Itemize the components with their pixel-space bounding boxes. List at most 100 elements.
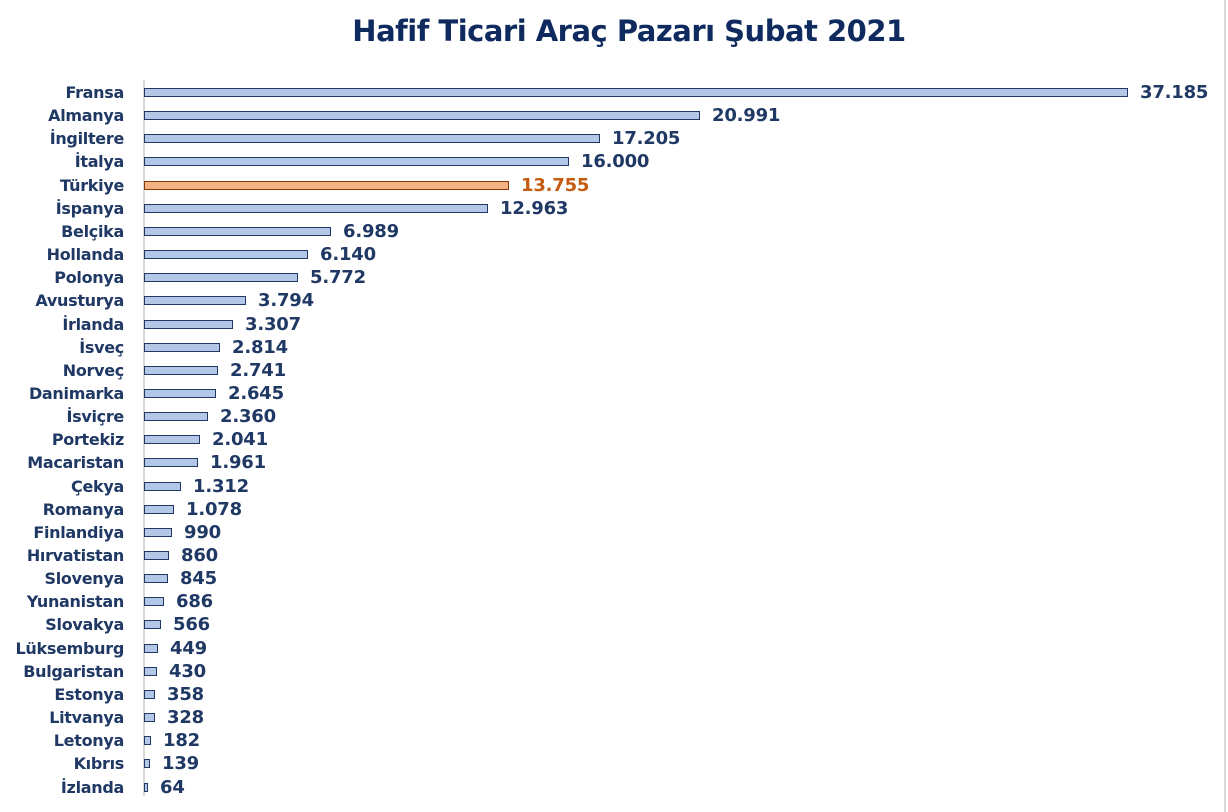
category-label: Danimarka: [28, 383, 124, 403]
category-label: İspanya: [55, 198, 125, 218]
bar-row: Litvanya 328: [0, 706, 1228, 729]
value-label: 449: [170, 637, 207, 659]
bar: [144, 296, 246, 306]
bar: [144, 759, 150, 769]
category-label: Finlandiya: [33, 522, 124, 542]
bar-row: Yunanistan 686: [0, 590, 1228, 613]
bar: [144, 666, 157, 676]
value-label: 1.078: [186, 498, 242, 520]
value-label: 860: [181, 545, 218, 566]
value-label: 139: [162, 753, 199, 775]
bar-row: Estonya 358: [0, 683, 1228, 706]
value-label: 13.755: [521, 174, 590, 196]
bar: [144, 157, 569, 167]
bar: [144, 574, 168, 584]
bar-row: Romanya 1.078: [0, 498, 1228, 521]
category-label: Çekya: [71, 476, 124, 496]
bar: [144, 527, 172, 537]
value-label: 6.140: [320, 244, 376, 266]
category-label: Bulgaristan: [23, 661, 124, 681]
bar-row: Hollanda 6.140: [0, 243, 1228, 266]
chart-title: Hafif Ticari Araç Pazarı Şubat 2021: [352, 14, 906, 48]
value-label: 182: [163, 730, 200, 752]
category-label: Hırvatistan: [26, 546, 124, 565]
bar: [144, 435, 200, 445]
bar: [144, 342, 220, 352]
category-label: Letonya: [53, 731, 125, 751]
bar-row: Letonya 182: [0, 729, 1228, 752]
bar: [144, 713, 155, 723]
bar: [144, 643, 158, 653]
bar-row: Kıbrıs 139: [0, 752, 1228, 775]
bar-row: Türkiye 13.755: [0, 174, 1228, 197]
bar-row: İsviçre 2.360: [0, 405, 1228, 428]
value-label: 12.963: [500, 197, 569, 219]
bar: [144, 782, 148, 792]
bar: [144, 412, 208, 422]
value-label: 2.645: [228, 382, 284, 404]
value-label: 17.205: [612, 128, 681, 150]
value-label: 37.185: [1140, 82, 1209, 103]
bar: [144, 689, 155, 699]
value-label: 358: [167, 683, 204, 705]
value-label: 3.794: [258, 290, 314, 312]
bar-row: İtalya 16.000: [0, 150, 1228, 173]
bar-row: İspanya 12.963: [0, 197, 1228, 220]
bar-row: Lüksemburg 449: [0, 637, 1228, 660]
value-label: 16.000: [581, 151, 650, 173]
bar: [144, 458, 198, 468]
bar: [144, 273, 298, 283]
bar-row: Bulgaristan 430: [0, 660, 1228, 683]
value-label: 2.814: [232, 336, 288, 358]
bar: [144, 504, 174, 514]
category-label: İrlanda: [62, 314, 124, 334]
bar: [144, 597, 164, 607]
category-label: Avusturya: [35, 291, 124, 311]
category-label: Türkiye: [60, 175, 124, 195]
value-label: 2.041: [212, 429, 268, 451]
category-label: Norveç: [62, 360, 125, 380]
category-label: Romanya: [42, 499, 125, 519]
right-border-divider: [1224, 0, 1226, 812]
bar: [144, 226, 331, 236]
bar-row: İsveç 2.814: [0, 336, 1228, 359]
bar: [144, 134, 600, 144]
bar: [144, 319, 233, 329]
bar-row: Danimarka 2.645: [0, 382, 1228, 405]
value-label: 2.741: [230, 359, 286, 381]
category-label: Lüksemburg: [15, 638, 125, 658]
value-label: 3.307: [245, 313, 301, 335]
bar-row: İrlanda 3.307: [0, 313, 1228, 336]
value-label: 64: [160, 776, 185, 798]
category-label: Slovenya: [44, 569, 125, 589]
bar-row: Hırvatistan 860: [0, 544, 1228, 567]
bar: [144, 111, 700, 121]
bar: [144, 250, 308, 260]
bar: [144, 203, 488, 213]
bar-highlighted: [144, 180, 509, 190]
value-label: 566: [173, 614, 210, 636]
category-label: İsveç: [79, 337, 124, 357]
category-label: İngiltere: [49, 129, 125, 149]
category-label: İtalya: [74, 152, 125, 172]
category-label: Fransa: [65, 83, 124, 102]
bar: [144, 88, 1128, 97]
bar: [144, 388, 216, 398]
bar-row: Portekiz 2.041: [0, 428, 1228, 451]
bar: [144, 481, 181, 491]
category-label: Portekiz: [51, 430, 124, 450]
bar-row: Çekya 1.312: [0, 475, 1228, 498]
category-label: Yunanistan: [26, 592, 125, 612]
category-label: Hollanda: [46, 245, 125, 265]
bar-row: Avusturya 3.794: [0, 289, 1228, 312]
category-label: Almanya: [48, 106, 124, 126]
value-label: 2.360: [220, 406, 276, 428]
category-label: Macaristan: [27, 453, 124, 473]
bar-row: İzlanda 64: [0, 776, 1228, 799]
category-label: Litvanya: [49, 708, 124, 728]
bar-row: Slovakya 566: [0, 613, 1228, 636]
category-label: Estonya: [54, 684, 124, 704]
category-label: Slovakya: [45, 615, 124, 635]
bar-row: Polonya 5.772: [0, 266, 1228, 289]
bar-row: İngiltere 17.205: [0, 127, 1228, 150]
